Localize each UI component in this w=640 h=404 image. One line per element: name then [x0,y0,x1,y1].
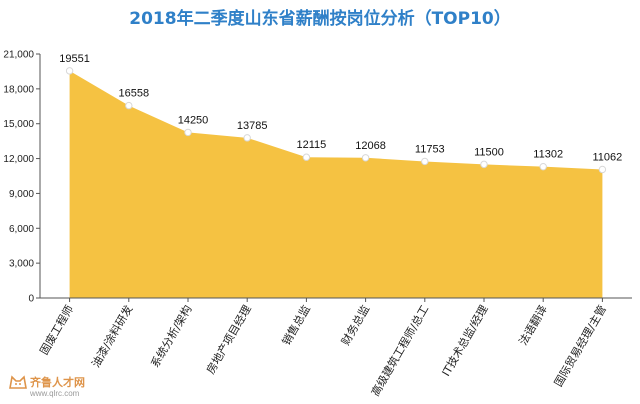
y-tick-label: 15,000 [3,119,34,130]
data-point [302,153,311,161]
x-category-label: 法语翻译 [516,303,550,348]
data-labels: 19551 16558 14250 13785 12115 12068 11753 11500… [59,53,622,164]
data-point [184,128,192,137]
data-label: 13785 [237,120,268,132]
data-point [125,101,133,110]
y-tick-label: 18,000 [3,84,34,95]
data-label: 19551 [59,53,90,65]
x-category-label: 固废工程师 [37,303,77,358]
data-label: 11062 [593,151,623,163]
data-label: 14250 [178,114,209,126]
point-markers [65,67,607,174]
x-category-label: 油漆/涂料研发 [88,303,135,370]
y-tick-label: 12,000 [3,154,34,165]
data-label: 16558 [119,88,150,100]
data-point [243,134,251,142]
data-label: 12068 [355,140,386,152]
y-tick-label: 3,000 [9,259,34,270]
area-layer [69,70,603,298]
watermark-url: www.qlrc.com [30,389,80,398]
x-category-label: IT技术总监/经理 [439,303,491,379]
fox-logo-icon [9,375,27,389]
x-category-label: 高级建筑工程师/总工 [368,303,431,399]
x-category-label: 国际贸易经理/主管 [551,303,609,389]
watermark: 齐鲁人才网 www.qlrc.com [8,372,118,402]
data-point [65,67,74,75]
area-series [69,70,603,298]
data-point [421,157,429,166]
data-point [598,165,607,174]
data-label: 12115 [297,139,327,151]
data-point [480,160,488,169]
y-tick-label: 6,000 [9,224,34,235]
y-tick-label: 0 [28,294,34,305]
x-category-label: 系统分析/架构 [148,303,195,370]
data-label: 11302 [533,149,563,161]
data-point [539,162,547,171]
data-label: 11500 [474,146,504,158]
data-label: 11753 [415,143,445,155]
y-tick-label: 9,000 [9,189,34,200]
x-category-label: 房地产项目经理 [203,303,254,377]
data-point [361,154,370,162]
chart-title: 2018年二季度山东省薪酬按岗位分析（TOP10） [129,8,510,29]
watermark-brand: 齐鲁人才网 [30,376,85,389]
x-category-label: 销售总监 [279,303,313,348]
x-category-label: 财务总监 [338,303,372,348]
y-tick-label: 21,000 [3,50,34,61]
